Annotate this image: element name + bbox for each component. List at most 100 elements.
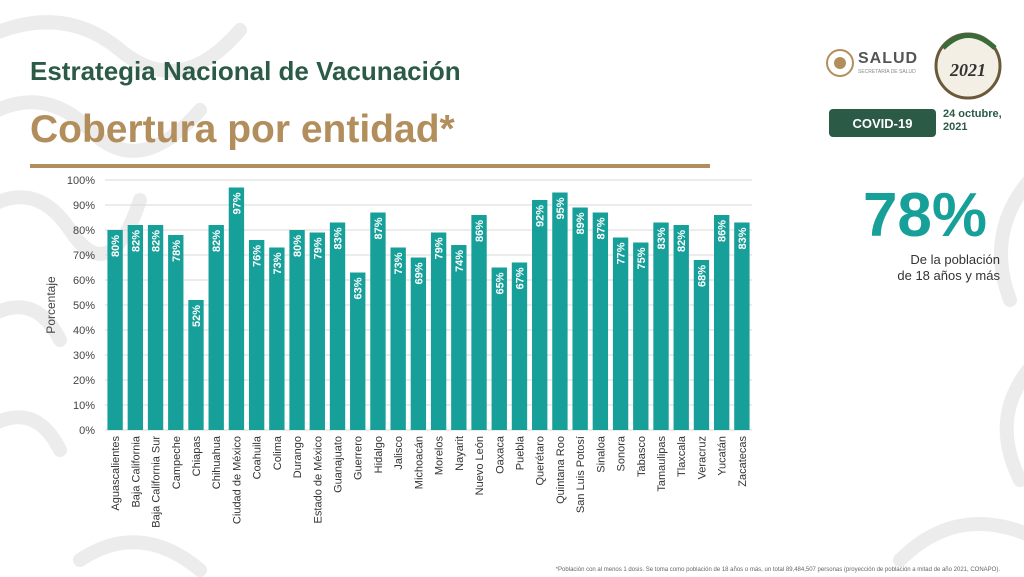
bar [491,267,507,430]
bar [471,215,487,430]
bar [309,232,325,430]
x-tick-label: Morelos [434,436,446,476]
data-label: 67% [514,267,526,289]
bar [208,225,224,430]
bar [107,230,123,430]
bar [228,187,245,430]
data-label: 82% [211,230,223,252]
x-tick-label: Tlaxcala [676,435,688,477]
data-label: 86% [717,220,729,242]
y-tick-label: 0% [79,425,95,437]
data-label: 65% [494,272,506,294]
bar [572,207,588,430]
x-tick-label: Tabasco [636,436,648,477]
y-tick-label: 40% [73,325,95,337]
data-label: 52% [191,305,203,327]
bar [673,225,689,430]
y-tick-label: 10% [73,400,95,412]
data-label: 87% [595,217,607,239]
x-tick-label: Michoacán [413,436,425,489]
data-label: 73% [393,252,405,274]
bar [653,222,669,430]
x-tick-label: Jalisco [393,436,405,470]
bar [410,257,427,430]
x-tick-label: Guerrero [353,436,365,480]
data-label: 92% [535,205,547,227]
x-tick-label: Aguascalientes [110,436,122,511]
data-label: 95% [555,197,567,219]
y-tick-label: 30% [73,350,95,362]
data-label: 97% [231,192,243,214]
x-tick-label: Nuevo León [474,436,486,495]
national-coverage-description: De la población de 18 años y más [860,252,1000,284]
y-axis-label: Porcentaje [44,276,58,334]
title-divider [30,164,710,168]
x-tick-label: Tamaulipas [656,436,668,492]
report-date-line2: 2021 [943,121,968,133]
x-tick-label: Ciudad de México [231,436,243,524]
data-label: 73% [272,252,284,274]
data-label: 82% [130,230,142,252]
bar [147,225,164,430]
x-tick-label: Veracruz [696,436,708,479]
x-tick-label: Puebla [514,435,526,470]
x-tick-label: Campeche [171,436,183,489]
page-subtitle: Cobertura por entidad* [30,108,455,151]
data-label: 89% [575,212,587,234]
x-tick-label: Baja California [130,435,142,507]
national-coverage-value: 78% [862,181,988,250]
x-tick-label: Guanajuato [333,436,345,493]
mexico-2021-emblem-icon: 2021 [934,32,1002,100]
salud-logo-icon [826,49,854,77]
bar [633,242,649,430]
data-label: 75% [636,247,648,269]
bar [713,215,730,430]
data-label: 80% [110,235,122,257]
data-label: 78% [171,240,183,262]
coverage-desc-line2: de 18 años y más [897,268,1000,283]
data-label: 82% [151,230,163,252]
x-tick-label: Zacatecas [737,436,749,487]
x-tick-label: Yucatán [717,436,729,476]
data-label: 86% [474,220,486,242]
data-label: 74% [454,250,466,272]
x-tick-label: Coahuila [252,435,264,479]
x-tick-label: Colima [272,435,284,470]
bar [612,237,629,430]
x-tick-label: Nayarit [454,436,466,471]
salud-logo-subtext: SECRETARÍA DE SALUD [858,69,916,75]
data-label: 82% [676,230,688,252]
page-title: Estrategia Nacional de Vacunación [30,56,461,86]
bar [188,300,204,430]
data-label: 79% [312,237,324,259]
coverage-desc-line1: De la población [910,252,1000,267]
data-label: 63% [353,277,365,299]
salud-logo-text: SALUD [858,50,919,67]
data-label: 68% [696,265,708,287]
x-tick-label: Oaxaca [494,435,506,474]
y-tick-label: 20% [73,375,95,387]
report-date: 24 octubre, 2021 [943,108,1013,134]
y-tick-label: 90% [73,200,95,212]
x-tick-label: Quintana Roo [555,436,567,504]
bar [430,232,447,430]
bar [127,225,144,430]
bar [269,247,285,430]
data-label: 83% [656,227,668,249]
x-tick-label: Sonora [616,435,628,471]
x-tick-label: Sinaloa [595,435,607,473]
x-tick-label: Chiapas [191,436,203,477]
data-label: 87% [373,217,385,239]
bar [511,262,528,430]
bar [734,222,750,430]
bar [168,235,184,430]
y-tick-label: 100% [67,175,95,187]
bar [329,222,346,430]
x-tick-label: Baja California Sur [151,436,163,528]
data-label: 79% [434,237,446,259]
bar [592,212,609,430]
x-tick-label: Hidalgo [373,436,385,473]
data-label: 80% [292,235,304,257]
